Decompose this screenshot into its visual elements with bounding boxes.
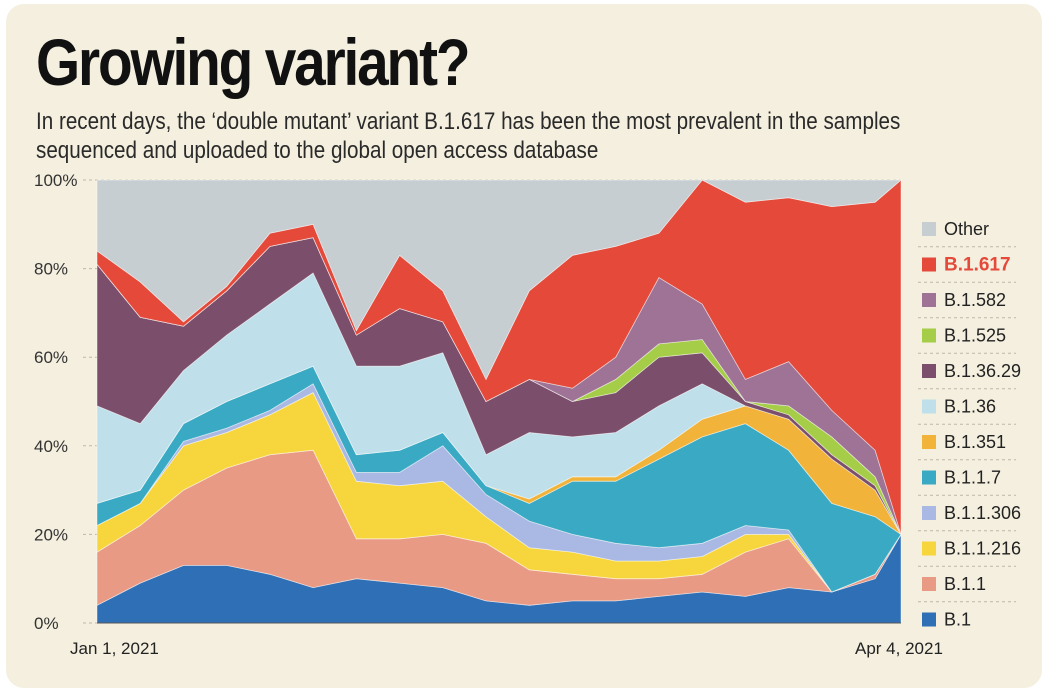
y-tick-label: 40%: [34, 437, 68, 456]
y-tick-label: 80%: [34, 260, 68, 279]
legend-swatch: [922, 364, 936, 378]
legend-label: B.1.351: [944, 432, 1006, 452]
legend-swatch: [922, 399, 936, 414]
legend-label: B.1.1.216: [944, 539, 1021, 559]
legend-swatch: [922, 541, 936, 556]
legend-label: B.1.1.306: [944, 503, 1021, 523]
legend-swatch: [922, 293, 936, 307]
y-tick-label: 20%: [34, 525, 68, 544]
area-other: [96, 179, 903, 381]
legend-swatch: [922, 222, 936, 236]
legend-swatch: [922, 506, 936, 520]
legend-swatch: [922, 612, 936, 627]
legend-label: B.1.582: [944, 290, 1006, 310]
legend-label: B.1: [944, 610, 971, 630]
legend-label: B.1.1.7: [944, 468, 1001, 488]
legend-label: B.1.36: [944, 397, 996, 417]
y-tick-label: 0%: [34, 614, 59, 633]
legend-swatch: [922, 577, 936, 591]
legend-swatch: [922, 328, 936, 343]
legend-swatch: [922, 435, 936, 449]
legend-label: Other: [944, 219, 989, 239]
legend: Other B.1.617 B.1.582 B.1.525 B.1.36.29 B.1.3…: [918, 219, 1021, 630]
chart-title: Growing variant?: [36, 25, 471, 99]
legend-label: B.1.617: [944, 255, 1011, 276]
y-tick-label: 100%: [34, 171, 77, 190]
legend-label: B.1.525: [944, 326, 1006, 346]
legend-swatch: [922, 257, 936, 272]
y-tick-label: 60%: [34, 348, 68, 367]
chart-subtitle: In recent days, the ‘double mutant’ vari…: [36, 108, 901, 164]
area-series-layer: [96, 179, 903, 624]
legend-label: B.1.1: [944, 574, 986, 594]
x-tick-end: Apr 4, 2021: [855, 639, 943, 658]
legend-label: B.1.36.29: [944, 361, 1021, 381]
x-tick-start: Jan 1, 2021: [70, 639, 159, 658]
axes: Jan 1, 2021 Apr 4, 2021: [70, 622, 943, 658]
legend-swatch: [922, 470, 936, 485]
